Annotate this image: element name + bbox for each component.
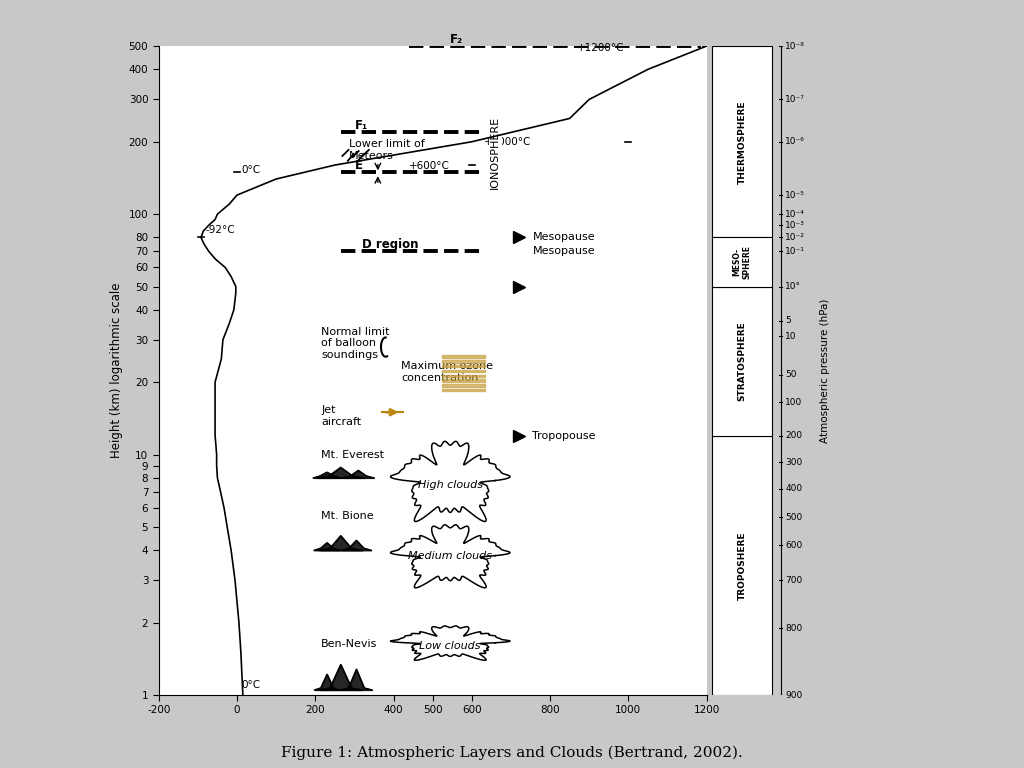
- Bar: [712, 237, 772, 286]
- Text: Ben-Nevis: Ben-Nevis: [322, 639, 378, 649]
- Text: High clouds: High clouds: [418, 480, 482, 490]
- Text: F₂: F₂: [451, 33, 464, 46]
- Text: 10⁻⁶: 10⁻⁶: [785, 137, 805, 146]
- Text: 10: 10: [785, 332, 797, 341]
- Text: +600°C: +600°C: [410, 161, 450, 171]
- Text: F₁: F₁: [354, 119, 368, 132]
- Text: STRATOSPHERE: STRATOSPHERE: [737, 321, 746, 401]
- Text: +1000°C: +1000°C: [483, 137, 530, 147]
- Text: 10⁻¹: 10⁻¹: [785, 247, 805, 256]
- Text: 100: 100: [785, 398, 803, 407]
- Text: 300: 300: [785, 458, 803, 467]
- Text: Jet
aircraft: Jet aircraft: [322, 405, 361, 426]
- Text: 0°C: 0°C: [241, 165, 260, 175]
- Text: Normal limit
of balloon
soundings: Normal limit of balloon soundings: [322, 327, 389, 360]
- Text: 800: 800: [785, 624, 803, 633]
- Bar: [712, 435, 772, 695]
- Text: Tropopouse: Tropopouse: [532, 431, 596, 441]
- Y-axis label: Height (km) logarithmic scale: Height (km) logarithmic scale: [111, 283, 123, 458]
- Text: 10⁻⁴: 10⁻⁴: [785, 210, 805, 219]
- Text: THERMOSPHERE: THERMOSPHERE: [737, 100, 746, 184]
- Text: 500: 500: [785, 512, 803, 521]
- Text: 0°C: 0°C: [241, 680, 260, 690]
- Text: Medium clouds: Medium clouds: [409, 551, 493, 561]
- Text: 10°: 10°: [785, 282, 801, 291]
- Text: 700: 700: [785, 576, 803, 584]
- Text: Atmospheric pressure (hPa): Atmospheric pressure (hPa): [820, 299, 830, 442]
- Text: 50: 50: [785, 370, 797, 379]
- Text: 10⁻⁵: 10⁻⁵: [785, 190, 805, 200]
- Text: TROPOSHERE: TROPOSHERE: [737, 531, 746, 600]
- Text: Low clouds: Low clouds: [420, 641, 481, 651]
- Text: 10⁻⁷: 10⁻⁷: [785, 95, 805, 104]
- Bar: [712, 286, 772, 435]
- Text: IONOSPHERE: IONOSPHERE: [490, 116, 501, 190]
- Text: D region: D region: [362, 238, 419, 251]
- Text: 10⁻³: 10⁻³: [785, 220, 805, 230]
- Text: 5: 5: [785, 316, 791, 326]
- Text: MESO-
SPHERE: MESO- SPHERE: [732, 245, 752, 279]
- Text: +1200°C: +1200°C: [578, 43, 625, 53]
- Text: 600: 600: [785, 541, 803, 550]
- Text: 400: 400: [785, 485, 803, 493]
- Text: Lower limit of
Meteors: Lower limit of Meteors: [348, 139, 424, 161]
- Text: Mt. Bione: Mt. Bione: [322, 511, 374, 521]
- Bar: [712, 46, 772, 237]
- Text: Maximum ozone
concentration: Maximum ozone concentration: [401, 362, 494, 383]
- Text: 200: 200: [785, 431, 803, 440]
- Text: Mesopause: Mesopause: [532, 233, 595, 243]
- Text: 10⁻⁸: 10⁻⁸: [785, 41, 805, 51]
- Text: -92°C: -92°C: [206, 225, 236, 235]
- Text: 900: 900: [785, 690, 803, 700]
- Text: Figure 1: Atmospheric Layers and Clouds (Bertrand, 2002).: Figure 1: Atmospheric Layers and Clouds …: [282, 746, 742, 760]
- Text: Mesopause: Mesopause: [532, 247, 595, 257]
- Text: 10⁻²: 10⁻²: [785, 233, 805, 242]
- Text: E: E: [354, 159, 362, 172]
- Text: Mt. Everest: Mt. Everest: [322, 450, 384, 460]
